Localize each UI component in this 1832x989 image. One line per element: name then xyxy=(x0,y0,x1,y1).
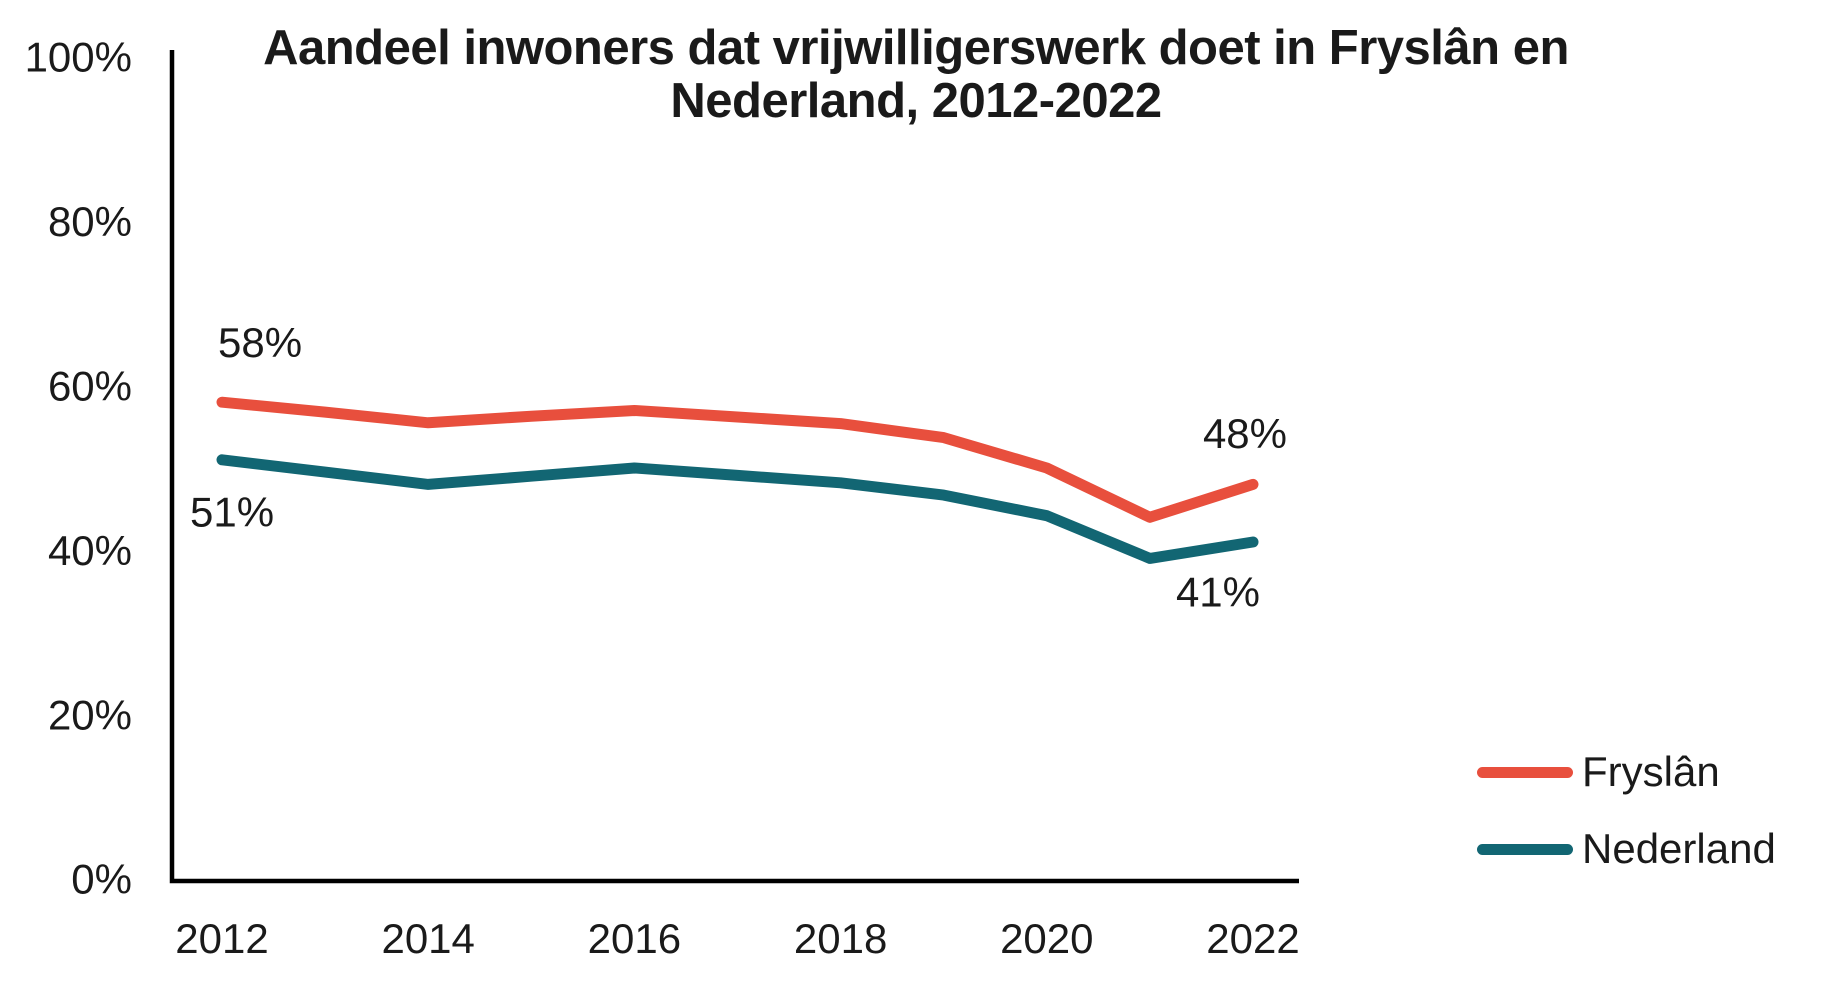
x-tick-label: 2012 xyxy=(175,915,268,962)
data-label-41pct: 41% xyxy=(1176,569,1260,616)
legend-swatch-nederland xyxy=(1477,843,1573,855)
y-tick-label: 80% xyxy=(48,198,132,245)
legend-label-frysln: Fryslân xyxy=(1582,748,1720,795)
x-tick-label: 2018 xyxy=(794,915,887,962)
y-tick-label: 40% xyxy=(48,527,132,574)
x-tick-label: 2014 xyxy=(381,915,474,962)
chart-title-line-2: Nederland, 2012-2022 xyxy=(670,74,1162,128)
legend: Fryslân Nederland xyxy=(1477,748,1776,872)
y-tick-label: 20% xyxy=(48,691,132,738)
series-line-frysln xyxy=(216,396,1259,523)
chart-title: Aandeel inwoners dat vrijwilligerswerk d… xyxy=(0,22,1832,128)
y-tick-label: 60% xyxy=(48,363,132,410)
x-tick-label: 2020 xyxy=(1000,915,1093,962)
series-line-nederland xyxy=(216,454,1259,564)
data-label-58pct: 58% xyxy=(218,319,302,366)
y-tick-label: 100% xyxy=(25,34,132,81)
chart-title-line-1: Aandeel inwoners dat vrijwilligerswerk d… xyxy=(263,21,1569,75)
x-tick-label: 2022 xyxy=(1206,915,1299,962)
y-tick-label: 0% xyxy=(71,856,132,903)
x-tick-label: 2016 xyxy=(588,915,681,962)
legend-item-nederland: Nederland xyxy=(1477,825,1776,872)
legend-label-nederland: Nederland xyxy=(1582,825,1776,872)
legend-item-frysln: Fryslân xyxy=(1477,748,1776,795)
data-label-51pct: 51% xyxy=(190,488,274,535)
axis-frame xyxy=(169,50,1299,884)
legend-swatch-frysln xyxy=(1477,766,1573,778)
data-label-48pct: 48% xyxy=(1203,410,1287,457)
